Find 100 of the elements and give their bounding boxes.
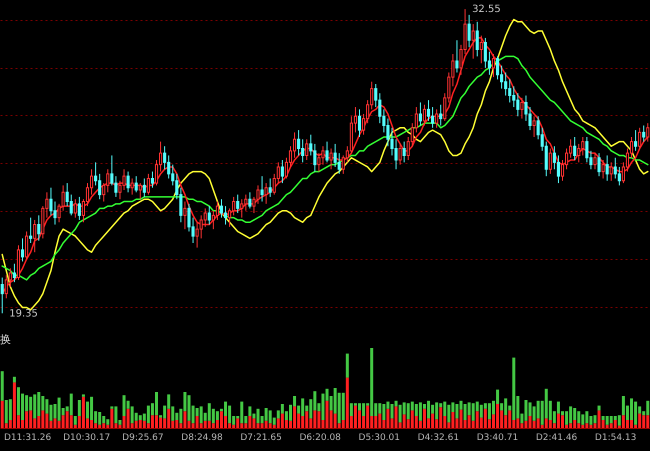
text: D9:25.67 <box>122 433 164 443</box>
bar <box>37 392 40 416</box>
bar <box>313 410 316 428</box>
bar <box>598 406 601 410</box>
bar <box>187 395 190 421</box>
bar <box>374 416 378 428</box>
candlestick <box>305 138 308 161</box>
bar <box>406 403 410 420</box>
bar <box>435 402 438 420</box>
bar <box>248 416 252 428</box>
bar <box>585 423 588 428</box>
bar <box>418 402 422 421</box>
candlestick <box>4 274 8 299</box>
bar <box>464 404 467 420</box>
bar <box>41 410 44 428</box>
candlestick <box>334 143 337 168</box>
bar <box>183 411 186 428</box>
candlestick <box>532 116 536 138</box>
bar <box>82 394 85 397</box>
bar <box>439 407 442 428</box>
bar <box>614 420 617 428</box>
bar <box>569 406 572 424</box>
text: D11:31.26 <box>4 433 52 443</box>
candlestick <box>130 178 134 196</box>
bar <box>82 396 85 428</box>
bar <box>66 411 69 428</box>
bar <box>204 420 207 428</box>
candlestick <box>321 146 325 166</box>
bar <box>220 411 223 428</box>
bar <box>70 415 73 428</box>
text: D4:32.61 <box>418 433 460 443</box>
candlestick <box>435 108 438 128</box>
bar <box>280 414 284 428</box>
bar <box>398 404 402 422</box>
bar <box>451 412 454 428</box>
bar <box>366 406 370 428</box>
bar <box>556 414 560 428</box>
text: D1:54.13 <box>594 433 636 443</box>
bar <box>618 415 621 426</box>
bar <box>577 411 580 424</box>
bar <box>54 418 57 428</box>
bar <box>346 354 349 378</box>
candlestick <box>264 182 268 204</box>
candlestick <box>268 178 272 198</box>
bar <box>386 408 390 428</box>
bar <box>350 403 353 416</box>
candlestick <box>642 124 646 142</box>
text: D5:30.01 <box>358 433 400 443</box>
candlestick <box>12 263 16 283</box>
bar <box>346 378 349 428</box>
candlestick <box>577 143 580 163</box>
candlestick <box>606 154 609 182</box>
bar <box>610 416 613 424</box>
candlestick <box>597 152 601 177</box>
bar <box>390 404 394 418</box>
bar <box>496 404 500 428</box>
candlestick <box>146 173 150 196</box>
candlestick <box>338 152 341 174</box>
candlestick <box>516 92 520 117</box>
bar <box>524 400 528 421</box>
text: D10:30.17 <box>63 433 110 443</box>
bar <box>256 408 260 424</box>
bar <box>134 420 138 428</box>
bar <box>260 423 264 428</box>
bar <box>142 420 146 428</box>
bar <box>610 423 613 428</box>
bar <box>29 410 32 428</box>
candlestick <box>476 21 479 57</box>
bar <box>33 394 36 418</box>
candlestick <box>492 54 496 78</box>
candlestick <box>126 171 130 193</box>
candlestick <box>114 176 118 198</box>
bar <box>58 398 61 421</box>
candlestick <box>260 176 264 202</box>
annotation: 32.55 <box>472 4 501 16</box>
bar <box>102 423 106 428</box>
bar <box>114 406 118 424</box>
bar <box>646 400 650 416</box>
candlestick <box>593 152 597 170</box>
bar <box>212 423 215 428</box>
bar <box>646 415 650 428</box>
candlestick <box>220 198 224 218</box>
bar <box>155 392 158 416</box>
bar <box>573 408 576 420</box>
bar <box>150 415 154 428</box>
candlestick <box>200 214 203 239</box>
bar <box>512 358 516 420</box>
candlestick <box>602 160 605 179</box>
bar <box>264 408 268 421</box>
candlestick <box>256 184 260 204</box>
candlestick <box>0 277 4 314</box>
bar <box>98 412 102 425</box>
bar <box>581 414 584 425</box>
bar <box>362 403 366 416</box>
candlestick <box>634 130 638 152</box>
bar <box>410 410 414 428</box>
bar <box>252 418 256 428</box>
bar <box>155 415 158 428</box>
candlestick <box>431 106 434 128</box>
bar <box>504 398 508 416</box>
